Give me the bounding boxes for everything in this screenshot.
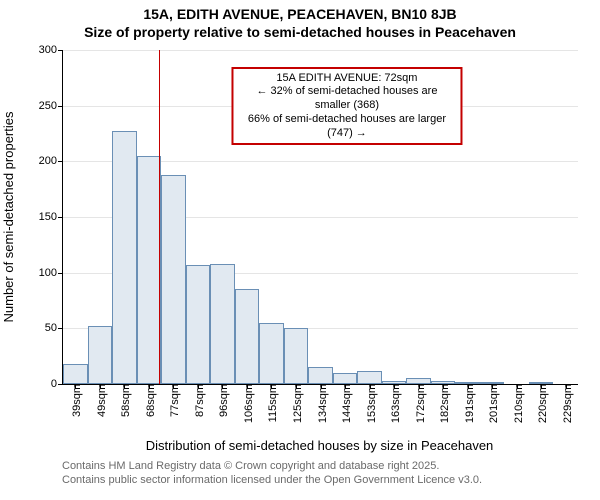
xtick-label: 210sqm: [509, 384, 525, 423]
credits-line2: Contains public sector information licen…: [62, 474, 482, 486]
callout-line2: ← 32% of semi-detached houses are smalle…: [239, 85, 454, 113]
histogram-bar: [63, 364, 88, 384]
histogram-bar: [308, 367, 333, 384]
xtick-label: 220sqm: [533, 384, 549, 423]
callout-line3: 66% of semi-detached houses are larger (…: [239, 113, 454, 141]
property-callout: 15A EDITH AVENUE: 72sqm← 32% of semi-det…: [231, 67, 462, 146]
histogram-bar: [357, 371, 382, 384]
xtick-label: 191sqm: [460, 384, 476, 423]
xtick-label: 201sqm: [484, 384, 500, 423]
histogram-bar: [235, 289, 260, 384]
credits-line1: Contains HM Land Registry data © Crown c…: [62, 460, 439, 472]
property-marker-line: [159, 50, 160, 384]
xtick-label: 172sqm: [411, 384, 427, 423]
histogram-bar: [161, 175, 186, 384]
chart-title-line1: 15A, EDITH AVENUE, PEACEHAVEN, BN10 8JB: [0, 6, 600, 22]
x-axis-label: Distribution of semi-detached houses by …: [62, 438, 577, 453]
y-axis-label: Number of semi-detached properties: [1, 112, 16, 323]
xtick-label: 106sqm: [239, 384, 255, 423]
plot-area: 05010015020025030039sqm49sqm58sqm68sqm77…: [62, 50, 578, 385]
xtick-label: 77sqm: [165, 384, 181, 417]
ytick-label: 200: [39, 155, 63, 167]
ytick-label: 50: [45, 322, 63, 334]
gridline: [63, 50, 578, 51]
xtick-label: 163sqm: [386, 384, 402, 423]
histogram-bar: [210, 264, 235, 384]
ytick-label: 100: [39, 267, 63, 279]
histogram-bar: [259, 323, 284, 384]
chart-title-line2: Size of property relative to semi-detach…: [0, 24, 600, 40]
ytick-label: 250: [39, 100, 63, 112]
histogram-bar: [137, 156, 162, 384]
callout-line1: 15A EDITH AVENUE: 72sqm: [239, 72, 454, 86]
xtick-label: 87sqm: [190, 384, 206, 417]
xtick-label: 39sqm: [67, 384, 83, 417]
xtick-label: 229sqm: [558, 384, 574, 423]
xtick-label: 68sqm: [141, 384, 157, 417]
ytick-label: 0: [51, 378, 63, 390]
histogram-bar: [112, 131, 137, 384]
xtick-label: 144sqm: [337, 384, 353, 423]
xtick-label: 182sqm: [435, 384, 451, 423]
ytick-label: 300: [39, 44, 63, 56]
histogram-bar: [333, 373, 358, 384]
xtick-label: 153sqm: [362, 384, 378, 423]
xtick-label: 96sqm: [214, 384, 230, 417]
xtick-label: 49sqm: [92, 384, 108, 417]
xtick-label: 58sqm: [116, 384, 132, 417]
histogram-bar: [186, 265, 211, 384]
histogram-bar: [88, 326, 113, 384]
histogram-bar: [284, 328, 309, 384]
ytick-label: 150: [39, 211, 63, 223]
xtick-label: 115sqm: [263, 384, 279, 422]
xtick-label: 134sqm: [313, 384, 329, 423]
xtick-label: 125sqm: [288, 384, 304, 423]
